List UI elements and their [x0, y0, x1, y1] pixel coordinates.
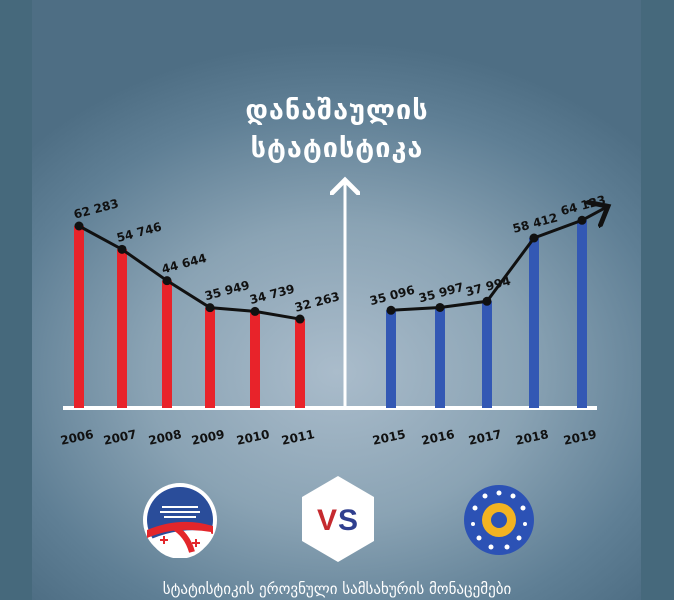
- year-label-2010: 2010: [235, 427, 271, 448]
- chart-title: დანაშაულის სტატისტიკა: [0, 92, 674, 168]
- value-label-2015: 35 096: [368, 283, 416, 308]
- value-label-2011: 32 263: [293, 289, 341, 314]
- year-label-2007: 2007: [102, 427, 138, 448]
- bar-2006: [74, 226, 84, 408]
- value-label-2007: 54 746: [115, 220, 163, 245]
- year-label-2011: 2011: [280, 427, 316, 448]
- source-footer: სტატისტიკის ეროვნული სამსახურის მონაცემე…: [162, 580, 512, 598]
- bar-2018: [529, 238, 539, 408]
- year-label-2008: 2008: [147, 427, 183, 448]
- bar-2011: [295, 319, 305, 408]
- value-label-2008: 44 644: [160, 251, 208, 276]
- svg-text:S: S: [338, 504, 358, 537]
- bar-2008: [162, 280, 172, 408]
- bar-2007: [117, 249, 127, 408]
- georgian-dream-logo: [464, 485, 534, 555]
- point-2009: [205, 303, 215, 313]
- year-label-2018: 2018: [514, 427, 550, 448]
- value-label-2010: 34 739: [248, 282, 296, 307]
- point-2007: [117, 244, 127, 254]
- value-label-2017: 37 994: [464, 274, 512, 299]
- bar-2010: [250, 311, 260, 408]
- value-label-2019: 64 123: [559, 193, 607, 218]
- year-label-2016: 2016: [420, 427, 456, 448]
- point-2018: [529, 233, 539, 243]
- vs-badge: V S: [302, 476, 374, 562]
- year-label-2009: 2009: [190, 427, 226, 448]
- bar-2016: [435, 307, 445, 408]
- point-2015: [386, 305, 396, 315]
- value-label-2009: 35 949: [203, 278, 251, 303]
- title-line-1: დანაშაულის: [245, 95, 429, 126]
- unm-logo: [143, 483, 217, 558]
- point-2016: [435, 302, 445, 312]
- value-label-2006: 62 283: [72, 196, 120, 221]
- title-line-2: სტატისტიკა: [250, 133, 424, 164]
- year-label-2015: 2015: [371, 427, 407, 448]
- year-label-2017: 2017: [467, 427, 503, 448]
- point-2010: [250, 306, 260, 316]
- trend-line: [78, 224, 301, 321]
- crime-chart: 62 283 2006 54 746 2007 44 644 2008 35 949 2009…: [59, 0, 674, 448]
- point-2011: [295, 314, 305, 324]
- point-2008: [162, 276, 172, 286]
- point-2006: [74, 221, 84, 231]
- svg-text:V: V: [317, 504, 337, 537]
- bar-2017: [482, 301, 492, 408]
- value-label-2016: 35 997: [417, 280, 465, 305]
- bar-2015: [386, 310, 396, 408]
- point-2019: [577, 215, 587, 225]
- point-2017: [482, 296, 492, 306]
- year-label-2019: 2019: [562, 427, 598, 448]
- year-label-2006: 2006: [59, 427, 95, 448]
- trend-line: [390, 206, 608, 312]
- bar-2009: [205, 307, 215, 408]
- series-2006-2011: 62 283 2006 54 746 2007 44 644 2008 35 949 2009…: [59, 196, 341, 447]
- bar-2019: [577, 220, 587, 408]
